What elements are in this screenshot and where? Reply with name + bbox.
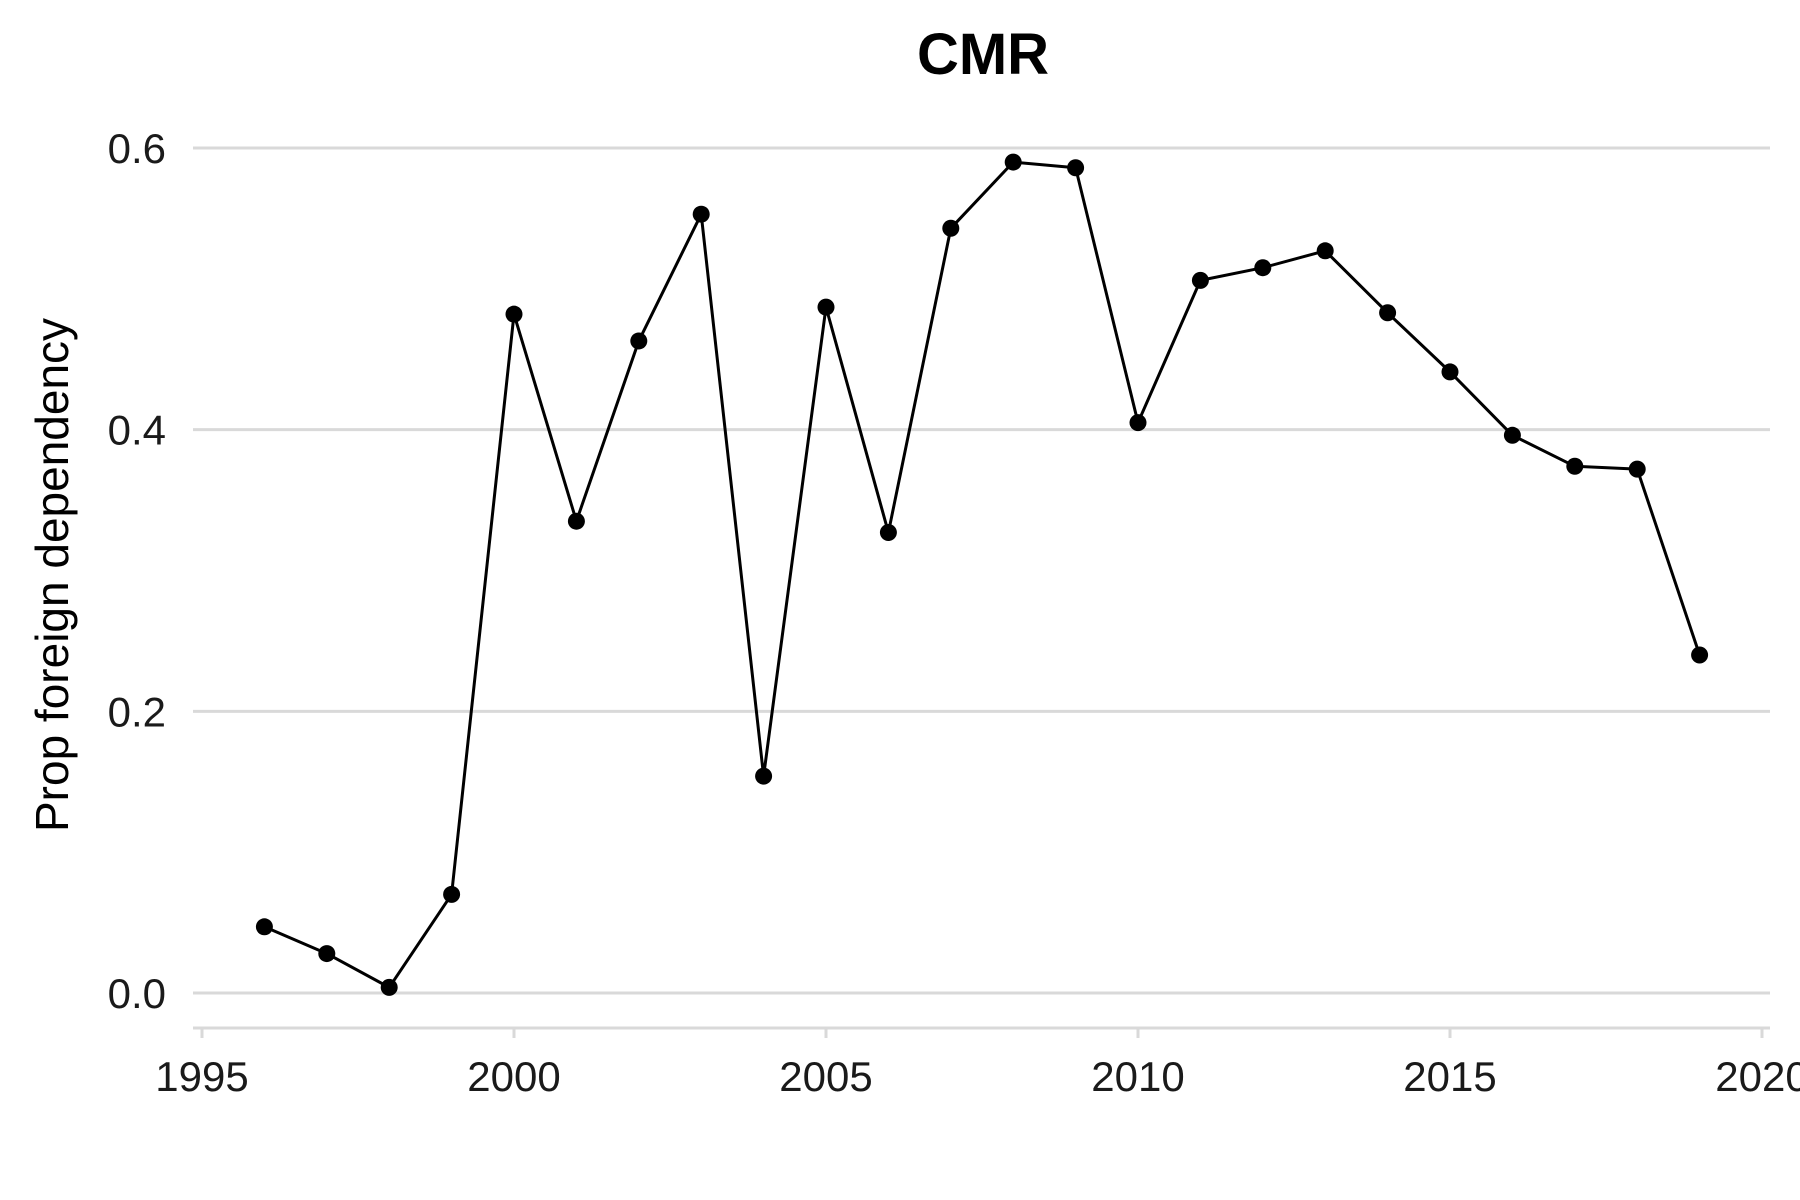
- data-point: [567, 512, 585, 530]
- data-point: [1067, 159, 1085, 177]
- y-axis: 0.0 0.2 0.4 0.6: [108, 125, 166, 1017]
- data-point: [817, 298, 835, 316]
- series-group: [255, 153, 1709, 996]
- data-point: [1566, 457, 1584, 475]
- y-axis-title: Prop foreign dependency: [26, 318, 78, 832]
- data-point: [879, 523, 897, 541]
- y-tick-label: 0.4: [108, 407, 166, 454]
- x-tick-label: 2020: [1715, 1053, 1800, 1100]
- y-tick-label: 0.0: [108, 970, 166, 1017]
- data-point: [1254, 259, 1272, 277]
- data-point: [1628, 460, 1646, 478]
- x-tick-label: 2005: [779, 1053, 872, 1100]
- x-tick-label: 2015: [1403, 1053, 1496, 1100]
- x-axis: 1995 2000 2005 2010 2015 2020: [155, 1026, 1800, 1100]
- data-point: [1316, 242, 1334, 260]
- y-tick-label: 0.2: [108, 688, 166, 735]
- y-tick-label: 0.6: [108, 125, 166, 172]
- gridlines: [193, 146, 1770, 995]
- series-line: [263, 160, 1702, 989]
- data-point: [1004, 153, 1022, 171]
- data-point: [1379, 304, 1397, 322]
- data-point: [630, 332, 648, 350]
- x-tick-label: 2000: [467, 1053, 560, 1100]
- data-point: [380, 978, 398, 996]
- data-point: [1129, 414, 1147, 432]
- data-point: [1441, 363, 1459, 381]
- chart-title: CMR: [917, 22, 1049, 87]
- data-point: [755, 767, 773, 785]
- data-point: [255, 918, 273, 936]
- data-point: [1503, 426, 1521, 444]
- data-point: [505, 305, 523, 323]
- data-point: [1191, 271, 1209, 289]
- data-point: [318, 945, 336, 963]
- data-point: [692, 205, 710, 223]
- data-point: [942, 219, 960, 237]
- data-point: [443, 885, 461, 903]
- x-tick-label: 2010: [1091, 1053, 1184, 1100]
- data-point: [1691, 646, 1709, 664]
- x-tick-label: 1995: [155, 1053, 248, 1100]
